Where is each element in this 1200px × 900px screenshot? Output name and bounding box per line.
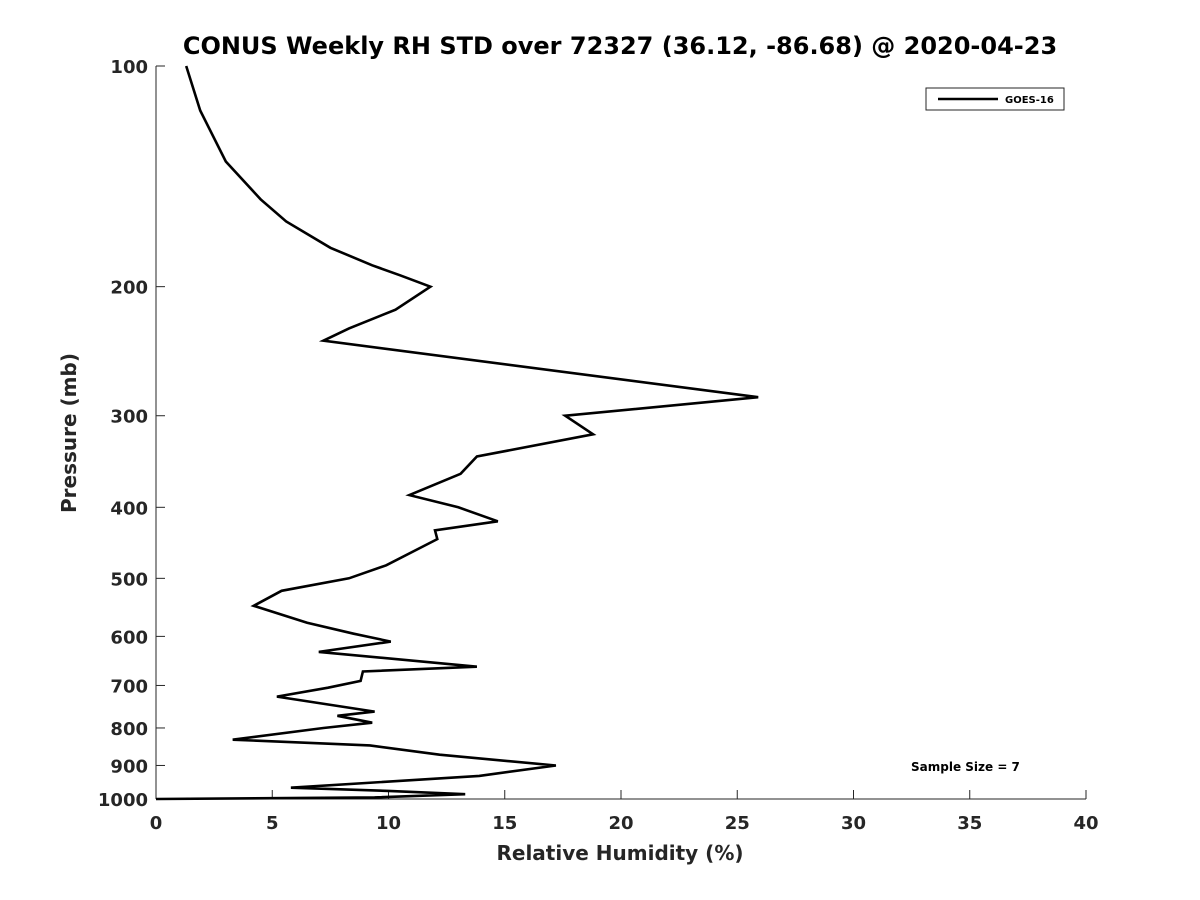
x-tick-label: 35 <box>957 813 982 834</box>
x-tick-label: 30 <box>841 813 866 834</box>
y-tick-label: 700 <box>110 676 148 697</box>
x-tick-label: 10 <box>376 813 401 834</box>
y-tick-label: 1000 <box>98 790 148 811</box>
y-tick-label: 100 <box>110 57 148 78</box>
x-tick-label: 15 <box>492 813 517 834</box>
legend-label-goes-16: GOES-16 <box>1005 95 1054 106</box>
y-tick-label: 500 <box>110 569 148 590</box>
y-tick-label: 400 <box>110 498 148 519</box>
x-tick-label: 40 <box>1073 813 1098 834</box>
y-axis-label: Pressure (mb) <box>57 353 81 513</box>
axes: 0 5 10 15 20 25 30 35 40 100 200 300 400 500 600 700 800… <box>98 57 1099 834</box>
series-line-goes-16 <box>155 65 759 801</box>
x-tick-label: 25 <box>725 813 750 834</box>
x-tick-label: 20 <box>608 813 633 834</box>
x-axis-label: Relative Humidity (%) <box>496 841 743 865</box>
y-tick-label: 600 <box>110 627 148 648</box>
chart-title: CONUS Weekly RH STD over 72327 (36.12, -… <box>183 32 1057 60</box>
y-tick-label: 300 <box>110 407 148 428</box>
y-tick-label: 200 <box>110 278 148 299</box>
y-tick-label: 900 <box>110 756 148 777</box>
x-tick-label: 0 <box>150 813 163 834</box>
legend: GOES-16 <box>925 87 1065 111</box>
y-tick-label: 800 <box>110 719 148 740</box>
series-layer <box>155 65 759 801</box>
x-tick-label: 5 <box>266 813 279 834</box>
sample-size-annotation: Sample Size = 7 <box>911 760 1020 774</box>
